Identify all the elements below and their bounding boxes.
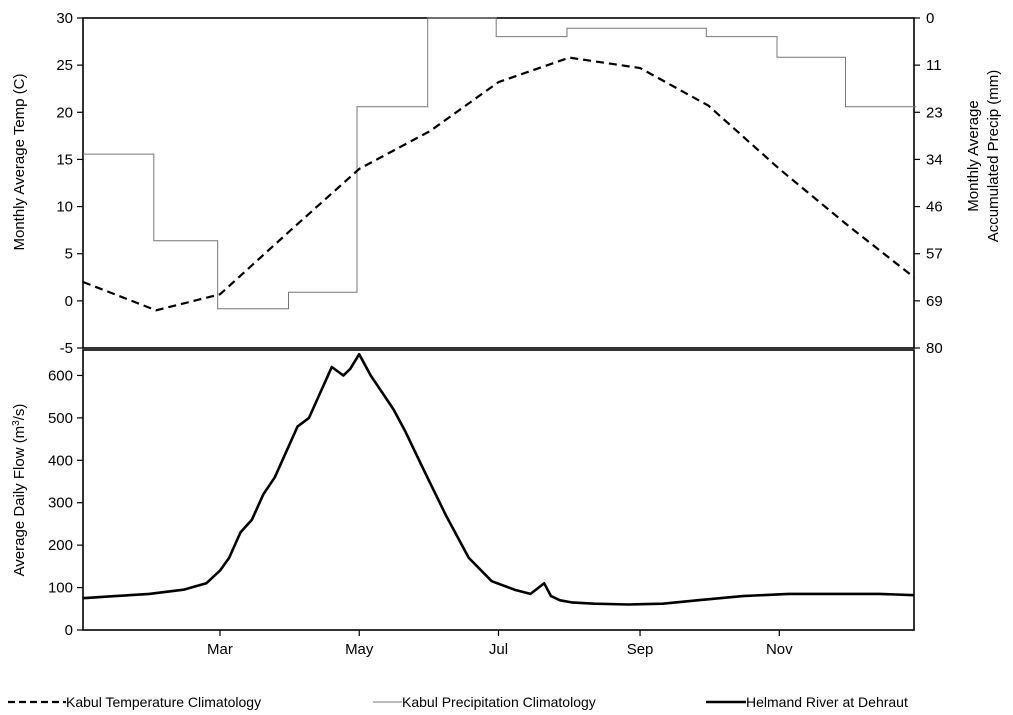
x-tick-label: Mar bbox=[207, 641, 233, 658]
bottom-y-tick-label: 100 bbox=[48, 580, 73, 597]
top-y2-tick-label: 0 bbox=[926, 10, 934, 27]
top-y-tick-label: 10 bbox=[56, 199, 73, 216]
top-y2-tick-label: 11 bbox=[926, 57, 942, 74]
legend: Kabul Temperature Climatology Kabul Prec… bbox=[8, 694, 908, 710]
top-y2-tick-label: 69 bbox=[926, 293, 943, 310]
precipitation-step-line bbox=[83, 17, 917, 310]
legend-label-river-flow: Helmand River at Dehraut bbox=[746, 694, 908, 710]
top-plot-frame bbox=[82, 17, 915, 349]
top-y-tick-label: 5 bbox=[65, 246, 73, 263]
temperature-dashed-line bbox=[82, 56, 915, 312]
top-y2-tick-label: 23 bbox=[926, 104, 943, 121]
river-flow-line bbox=[82, 352, 915, 606]
legend-label-temperature: Kabul Temperature Climatology bbox=[66, 694, 261, 710]
top-y-axis-label: Monthly Average Temp (C) bbox=[11, 73, 28, 250]
river-flow-panel: 0 100 200 300 400 500 600 Mar May Jul Sep Nov bbox=[48, 349, 915, 658]
x-tick-label: Sep bbox=[627, 641, 654, 658]
bottom-y-tick-label: 400 bbox=[48, 452, 73, 469]
bottom-y-tick-label: 0 bbox=[65, 622, 73, 639]
top-y-tick-label: 20 bbox=[56, 104, 73, 121]
x-tick-label: Nov bbox=[766, 641, 793, 658]
bottom-y-tick-label: 500 bbox=[48, 410, 73, 427]
top-y-tick-label: 25 bbox=[56, 57, 73, 74]
bottom-y-axis-label: Average Daily Flow (m3/s) bbox=[11, 404, 29, 577]
bottom-plot-frame bbox=[82, 349, 915, 631]
bottom-y-tick-label: 200 bbox=[48, 537, 73, 554]
bottom-y-tick-label: 600 bbox=[48, 367, 73, 384]
top-y-tick-label: -5 bbox=[60, 340, 73, 357]
top-y2-tick-label: 57 bbox=[926, 246, 943, 263]
top-y2-tick-label: 46 bbox=[926, 199, 943, 216]
top-y2-axis-label-line2: Accumulated Precip (mm) bbox=[985, 70, 1002, 243]
x-tick-label: May bbox=[345, 641, 374, 658]
top-y-tick-label: 30 bbox=[56, 10, 73, 27]
top-y2-tick-label: 34 bbox=[926, 151, 943, 168]
top-y-tick-label: 0 bbox=[65, 293, 73, 310]
top-y-tick-label: 15 bbox=[56, 151, 73, 168]
top-y2-axis-label-line1: Monthly Average bbox=[965, 100, 982, 211]
x-tick-label: Jul bbox=[489, 641, 508, 658]
temperature-precip-panel: -5 0 5 10 15 20 25 30 80 69 57 46 34 23 11 0 bbox=[56, 10, 942, 357]
legend-label-precipitation: Kabul Precipitation Climatology bbox=[402, 694, 596, 710]
bottom-y-tick-label: 300 bbox=[48, 495, 73, 512]
top-y2-tick-label: 80 bbox=[926, 340, 943, 357]
